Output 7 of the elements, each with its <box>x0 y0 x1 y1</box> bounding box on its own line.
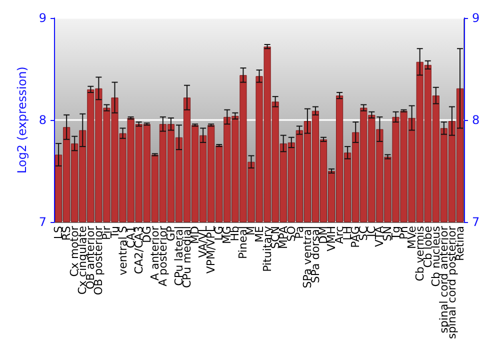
y-tick-label: 9 <box>38 11 47 25</box>
y2-tick-label: 8 <box>472 113 480 128</box>
y-tick-label: 7 <box>38 215 47 230</box>
y-axis-title: Log2 (expression) <box>15 66 29 174</box>
y-tick-label: 8 <box>38 113 47 128</box>
y2-tick-label: 9 <box>472 11 480 25</box>
y2-tick-label: 7 <box>472 215 480 230</box>
